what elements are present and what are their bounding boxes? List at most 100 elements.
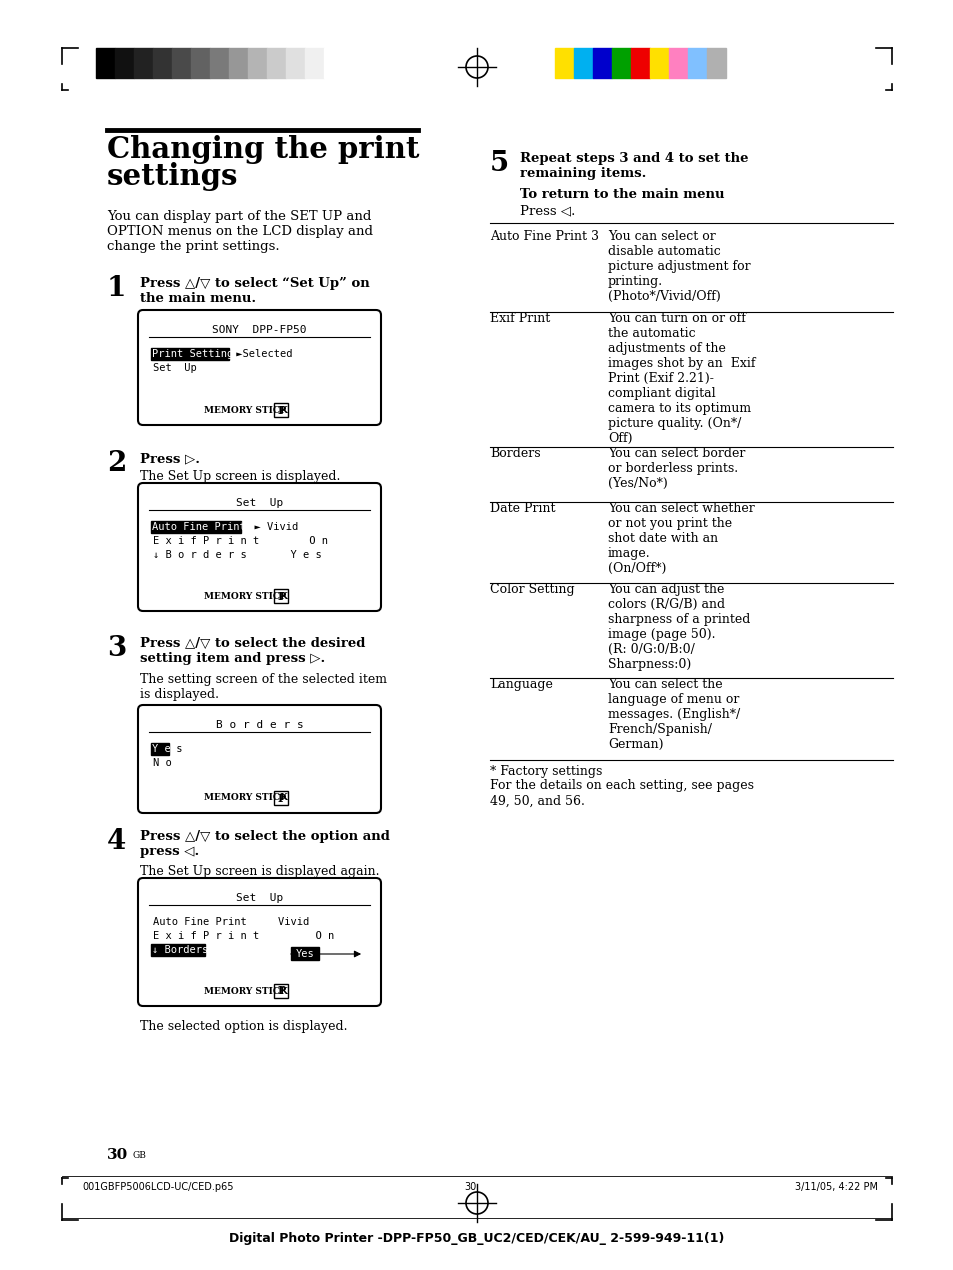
Text: Set  Up: Set Up [235,893,283,903]
Text: Repeat steps 3 and 4 to set the
remaining items.: Repeat steps 3 and 4 to set the remainin… [519,152,748,180]
Text: You can select or
disable automatic
picture adjustment for
printing.
(Photo*/Viv: You can select or disable automatic pict… [607,230,750,304]
Text: To return to the main menu: To return to the main menu [519,188,723,201]
Text: Press ◁.: Press ◁. [519,204,575,217]
Bar [274,984,288,998]
Bar [151,944,205,956]
Bar [151,348,229,359]
Text: P: P [277,986,285,997]
Bar [133,48,152,77]
FancyBboxPatch shape [138,878,380,1006]
Text: s: s [170,744,182,754]
Text: Print Setting: Print Setting [152,349,233,359]
Text: Auto Fine Print     Vivid: Auto Fine Print Vivid [152,917,309,927]
Text: Borders: Borders [490,447,540,460]
Text: Auto Fine Print: Auto Fine Print [152,522,246,532]
Text: 3: 3 [107,635,126,662]
Bar [706,48,725,77]
Text: P: P [277,591,285,602]
Bar [593,48,612,77]
Text: 1: 1 [107,276,126,302]
Text: ► Vivid: ► Vivid [242,522,298,532]
Text: You can select the
language of menu or
messages. (English*/
French/Spanish/
Germ: You can select the language of menu or m… [607,678,740,751]
Bar [291,947,318,960]
Text: Y e: Y e [152,744,171,754]
Text: Press ▷.: Press ▷. [140,452,200,465]
Text: Language: Language [490,678,553,691]
Text: P: P [277,405,285,415]
FancyBboxPatch shape [138,705,380,813]
Text: MEMORY STICK: MEMORY STICK [203,987,287,996]
Text: Changing the print: Changing the print [107,135,419,164]
Text: SONY  DPP-FP50: SONY DPP-FP50 [212,325,307,335]
Text: The Set Up screen is displayed again.: The Set Up screen is displayed again. [140,865,379,878]
Text: You can select border
or borderless prints.
(Yes/No*): You can select border or borderless prin… [607,447,744,490]
Text: E x i f P r i n t        O n: E x i f P r i n t O n [152,536,328,546]
Text: 3/11/05, 4:22 PM: 3/11/05, 4:22 PM [794,1182,877,1193]
Text: 4: 4 [107,828,126,855]
Text: You can display part of the SET UP and
OPTION menus on the LCD display and
chang: You can display part of the SET UP and O… [107,210,373,253]
Text: settings: settings [107,163,238,190]
Bar [649,48,668,77]
Bar [612,48,630,77]
Bar [151,521,241,533]
Bar [96,48,115,77]
Text: 2: 2 [107,450,126,478]
Bar [151,743,169,754]
Bar [172,48,191,77]
FancyBboxPatch shape [138,310,380,425]
Text: The selected option is displayed.: The selected option is displayed. [140,1020,347,1033]
Bar [229,48,248,77]
Text: You can turn on or off
the automatic
adjustments of the
images shot by an  Exif
: You can turn on or off the automatic adj… [607,311,755,444]
Bar [267,48,286,77]
Text: 001GBFP5006LCD-UC/CED.p65: 001GBFP5006LCD-UC/CED.p65 [82,1182,233,1193]
Text: MEMORY STICK: MEMORY STICK [203,592,287,601]
Text: 30: 30 [463,1182,476,1193]
Bar [687,48,706,77]
Text: You can adjust the
colors (R/G/B) and
sharpness of a printed
image (page 50).
(R: You can adjust the colors (R/G/B) and sh… [607,583,750,671]
Text: The Set Up screen is displayed.: The Set Up screen is displayed. [140,470,340,483]
Text: You can select whether
or not you print the
shot date with an
image.
(On/Off*): You can select whether or not you print … [607,502,754,574]
Text: GB: GB [132,1151,147,1160]
Text: * Factory settings: * Factory settings [490,765,601,777]
Text: ►Selected: ►Selected [230,349,293,359]
Text: MEMORY STICK: MEMORY STICK [203,405,287,414]
Bar [274,589,288,603]
Bar [210,48,229,77]
Text: For the details on each setting, see pages
49, 50, and 56.: For the details on each setting, see pag… [490,780,753,808]
Text: N o: N o [152,758,172,768]
Text: Digital Photo Printer -DPP-FP50_GB_UC2/CED/CEK/AU_ 2-599-949-11(1): Digital Photo Printer -DPP-FP50_GB_UC2/C… [229,1232,724,1245]
Bar [574,48,593,77]
Text: ↓ B o r d e r s       Y e s: ↓ B o r d e r s Y e s [152,550,321,560]
Bar [115,48,133,77]
Text: Auto Fine Print 3: Auto Fine Print 3 [490,230,598,243]
Bar [630,48,649,77]
Text: Set  Up: Set Up [235,498,283,508]
Bar [274,791,288,805]
Text: Exif Print: Exif Print [490,311,550,325]
Bar [286,48,305,77]
Text: The setting screen of the selected item
is displayed.: The setting screen of the selected item … [140,673,387,701]
Text: B o r d e r s: B o r d e r s [215,720,303,730]
Bar [152,48,172,77]
Text: MEMORY STICK: MEMORY STICK [203,794,287,803]
Text: Yes: Yes [295,949,314,959]
Text: 30: 30 [107,1148,128,1162]
FancyBboxPatch shape [138,483,380,611]
Text: 5: 5 [490,150,509,177]
Text: Date Print: Date Print [490,502,555,514]
Bar [274,403,288,417]
Text: P: P [277,792,285,804]
Bar [248,48,267,77]
Bar [555,48,574,77]
Bar [305,48,324,77]
Text: E x i f P r i n t         O n: E x i f P r i n t O n [152,931,334,941]
Bar [191,48,210,77]
Text: Press △/▽ to select “Set Up” on
the main menu.: Press △/▽ to select “Set Up” on the main… [140,277,370,305]
Text: Color Setting: Color Setting [490,583,574,596]
Bar [668,48,687,77]
Text: Press △/▽ to select the option and
press ◁.: Press △/▽ to select the option and press… [140,831,390,859]
Bar [324,48,343,77]
Text: ↓ Borders: ↓ Borders [152,945,208,955]
Text: Press △/▽ to select the desired
setting item and press ▷.: Press △/▽ to select the desired setting … [140,638,365,665]
Text: Set  Up: Set Up [152,363,196,373]
